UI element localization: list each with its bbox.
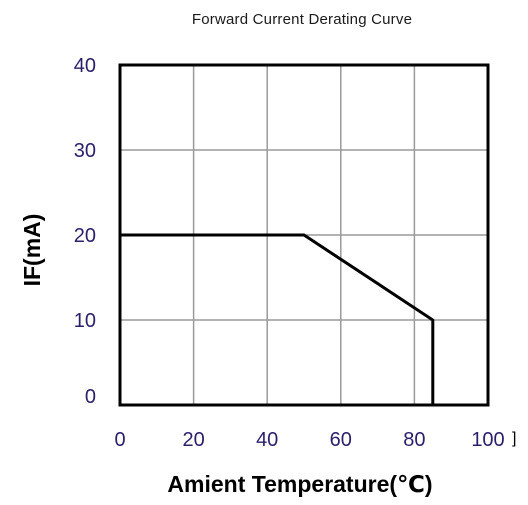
x-tick-label: 60 xyxy=(330,429,352,451)
y-axis-label: IF(mA) xyxy=(19,214,45,287)
y-tick-label: 20 xyxy=(74,225,96,247)
x-tick-label: 100 xyxy=(471,429,504,451)
chart-title: Forward Current Derating Curve xyxy=(192,11,412,28)
x-tick-label: 20 xyxy=(182,429,204,451)
derating-curve-line xyxy=(120,233,435,405)
plot-frame xyxy=(118,63,490,407)
x-tick-label: 80 xyxy=(403,429,425,451)
x-axis-label: Amient Temperature(℃) xyxy=(167,471,432,497)
tick-labels: 0 20 40 60 80 100 0 10 20 30 40 xyxy=(74,55,505,451)
x-tick-label: 40 xyxy=(256,429,278,451)
y-tick-label: 40 xyxy=(74,55,96,77)
y-tick-label: 0 xyxy=(85,386,96,408)
stray-bracket-mark: ] xyxy=(512,430,516,447)
series-layer xyxy=(120,233,435,405)
y-tick-label: 10 xyxy=(74,310,96,332)
y-tick-label: 30 xyxy=(74,140,96,162)
x-tick-label: 0 xyxy=(114,429,125,451)
